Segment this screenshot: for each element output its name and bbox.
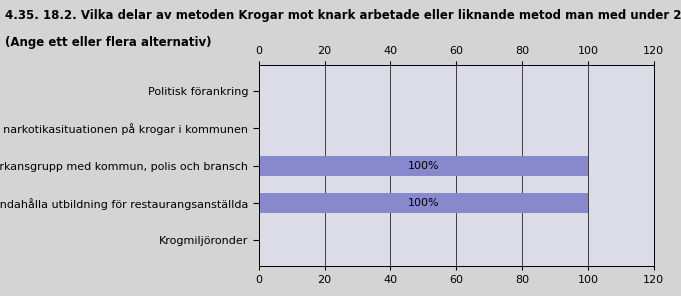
- Bar: [259, 193, 588, 213]
- Text: 100%: 100%: [407, 198, 439, 208]
- Bar: [259, 155, 588, 176]
- Text: 100%: 100%: [407, 161, 439, 171]
- Text: (Ange ett eller flera alternativ): (Ange ett eller flera alternativ): [5, 36, 212, 49]
- Text: 4.35. 18.2. Vilka delar av metoden Krogar mot knark arbetade eller liknande meto: 4.35. 18.2. Vilka delar av metoden Kroga…: [5, 9, 681, 22]
